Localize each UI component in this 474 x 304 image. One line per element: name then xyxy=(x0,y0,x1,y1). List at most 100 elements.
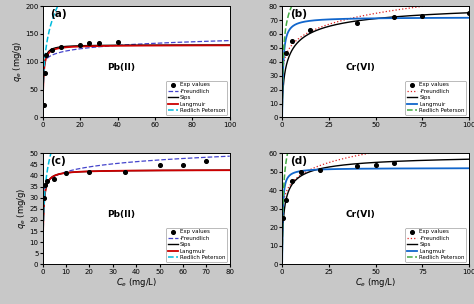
Sips xyxy=(355,162,361,165)
Redlich Peterson xyxy=(116,74,121,78)
-Freundlich xyxy=(279,229,285,232)
Redlich Peterson xyxy=(279,113,285,117)
Exp values xyxy=(316,168,323,172)
Sips xyxy=(122,43,128,47)
Exp values xyxy=(353,20,361,25)
-Freundlich xyxy=(362,152,367,156)
Sips xyxy=(355,19,361,22)
Text: Cr(VI): Cr(VI) xyxy=(346,210,375,219)
Text: Cr(VI): Cr(VI) xyxy=(346,63,375,72)
Langmuir xyxy=(227,43,233,47)
Exp values xyxy=(391,15,398,20)
Sips xyxy=(428,158,434,162)
Exp values xyxy=(43,52,50,57)
Exp values xyxy=(419,13,426,18)
Exp values xyxy=(44,178,51,183)
Langmuir xyxy=(425,167,431,170)
Exp values xyxy=(48,47,56,52)
-Freundlich xyxy=(59,50,64,54)
-Freundlich xyxy=(122,43,128,47)
Redlich Peterson xyxy=(227,35,233,39)
Langmuir xyxy=(59,46,64,50)
Sips xyxy=(425,158,431,162)
Redlich Peterson xyxy=(299,118,304,122)
Exp values xyxy=(57,44,65,49)
-Freundlich xyxy=(189,40,195,43)
Sips xyxy=(466,157,472,161)
Line: -Freundlich: -Freundlich xyxy=(282,141,469,230)
Redlich Peterson xyxy=(59,125,64,128)
Text: Pb(II): Pb(II) xyxy=(107,63,135,72)
-Freundlich xyxy=(186,40,191,44)
Exp values xyxy=(282,51,290,56)
Legend: Exp values, -Freundlich, Sips, Langmuir, Redlich Peterson: Exp values, -Freundlich, Sips, Langmuir,… xyxy=(166,81,227,115)
Sips xyxy=(40,260,46,264)
Line: Langmuir: Langmuir xyxy=(43,45,230,116)
Line: Langmuir: Langmuir xyxy=(43,170,230,262)
Exp values xyxy=(288,38,295,43)
-Freundlich xyxy=(40,207,46,211)
Redlich Peterson xyxy=(279,259,285,263)
Redlich Peterson xyxy=(40,113,46,117)
Langmuir xyxy=(279,114,285,118)
Legend: Exp values, -Freundlich, Sips, Langmuir, Redlich Peterson: Exp values, -Freundlich, Sips, Langmuir,… xyxy=(405,228,466,262)
-Freundlich xyxy=(428,3,434,7)
Sips xyxy=(116,43,121,47)
Sips xyxy=(168,43,174,47)
Exp values xyxy=(121,170,128,174)
Sips xyxy=(279,258,285,262)
Legend: Exp values, -Freundlich, Sips, Langmuir, Redlich Peterson: Exp values, -Freundlich, Sips, Langmuir,… xyxy=(166,228,227,262)
Line: Redlich Peterson: Redlich Peterson xyxy=(43,0,230,115)
-Freundlich xyxy=(299,35,304,39)
Langmuir xyxy=(466,167,472,170)
Exp values xyxy=(282,197,290,202)
Line: Sips: Sips xyxy=(43,170,230,262)
Sips xyxy=(299,174,304,178)
Langmuir xyxy=(428,16,434,20)
Sips xyxy=(59,172,64,175)
Text: (d): (d) xyxy=(290,157,307,167)
Langmuir xyxy=(425,16,431,20)
Langmuir xyxy=(466,16,472,19)
Langmuir xyxy=(59,172,64,175)
-Freundlich xyxy=(186,156,191,160)
Langmuir xyxy=(299,169,304,173)
Exp values xyxy=(465,11,473,16)
Redlich Peterson xyxy=(168,52,174,56)
Sips xyxy=(189,168,195,172)
-Freundlich xyxy=(466,139,472,143)
Exp values xyxy=(40,195,47,200)
-Freundlich xyxy=(168,157,174,161)
Line: Redlich Peterson: Redlich Peterson xyxy=(282,0,469,115)
Exp values xyxy=(41,183,49,188)
Sips xyxy=(168,168,174,172)
-Freundlich xyxy=(227,154,233,158)
Sips xyxy=(428,13,434,16)
Langmuir xyxy=(408,16,413,20)
Y-axis label: $q_e$ (mg/g): $q_e$ (mg/g) xyxy=(10,41,24,82)
Sips xyxy=(186,43,191,47)
-Freundlich xyxy=(355,154,361,157)
Text: (b): (b) xyxy=(290,9,307,19)
Exp values xyxy=(391,161,398,166)
Sips xyxy=(362,161,367,165)
Line: Redlich Peterson: Redlich Peterson xyxy=(282,54,469,261)
Exp values xyxy=(76,42,84,47)
Sips xyxy=(40,114,46,118)
Sips xyxy=(227,43,233,47)
-Freundlich xyxy=(355,15,361,19)
Langmuir xyxy=(227,168,233,172)
-Freundlich xyxy=(122,161,128,164)
X-axis label: $C_e$ (mg/L): $C_e$ (mg/L) xyxy=(116,276,157,289)
Langmuir xyxy=(186,43,191,47)
Langmuir xyxy=(299,21,304,24)
Redlich Peterson xyxy=(408,64,413,68)
-Freundlich xyxy=(425,143,431,147)
Sips xyxy=(59,45,64,49)
Sips xyxy=(227,168,233,172)
Line: Sips: Sips xyxy=(282,13,469,114)
Redlich Peterson xyxy=(355,80,361,84)
Exp values xyxy=(40,103,47,108)
Exp values xyxy=(62,171,70,176)
Line: Sips: Sips xyxy=(282,159,469,260)
